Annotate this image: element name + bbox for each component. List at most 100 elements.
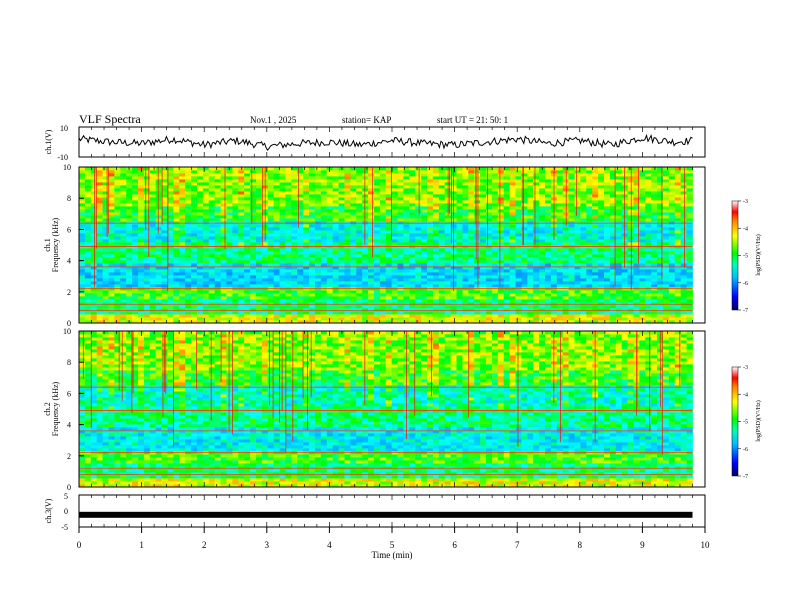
spectrogram-cell bbox=[344, 293, 351, 297]
spectrogram-cell bbox=[291, 200, 298, 204]
spectrogram-cell bbox=[444, 302, 452, 306]
spectrogram-cell bbox=[214, 203, 221, 207]
spectrogram-cell bbox=[179, 188, 186, 192]
spectrogram-cell bbox=[680, 191, 687, 195]
spectrogram-cell bbox=[456, 236, 463, 240]
spectrogram-cell bbox=[462, 188, 469, 192]
spectrogram-cell bbox=[486, 209, 493, 213]
spectrogram-cell bbox=[173, 224, 180, 228]
spectrogram-cell bbox=[550, 260, 558, 264]
spectrogram-cell bbox=[397, 200, 404, 204]
spectrogram-cell bbox=[120, 302, 127, 306]
spectrogram-cell bbox=[232, 302, 239, 306]
spectrogram-cell bbox=[285, 317, 292, 321]
spectrogram-cell bbox=[196, 203, 204, 207]
spectrogram-cell bbox=[415, 203, 422, 207]
spectrogram-cell bbox=[368, 263, 375, 267]
spectrogram-cell bbox=[373, 218, 381, 222]
spectrogram-cell bbox=[202, 254, 210, 258]
spectrogram-cell bbox=[468, 266, 475, 270]
spectrogram-cell bbox=[155, 218, 162, 222]
spectrogram-cell bbox=[527, 191, 534, 195]
spectrogram-cell bbox=[651, 179, 658, 183]
spectrogram-cell bbox=[474, 215, 481, 219]
spectrogram-cell bbox=[562, 314, 570, 318]
spectrogram-cell bbox=[385, 284, 393, 288]
spectrogram-cell bbox=[527, 233, 534, 237]
spectrogram-cell bbox=[232, 194, 239, 198]
spectrogram-cell bbox=[303, 257, 310, 261]
spectrogram-cell bbox=[533, 206, 540, 210]
spectrogram-cell bbox=[379, 179, 387, 183]
spectrogram-cell bbox=[562, 311, 570, 315]
spectrogram-cell bbox=[202, 290, 210, 294]
spectrogram-cell bbox=[415, 314, 422, 318]
spectrogram-cell bbox=[509, 188, 516, 192]
spectrogram-cell bbox=[480, 239, 487, 243]
spectrogram-cell bbox=[173, 275, 180, 279]
spectrogram-cell bbox=[651, 227, 658, 231]
spectrogram-cell bbox=[668, 260, 676, 264]
spectrogram-cell bbox=[202, 191, 210, 195]
spectrogram-cell bbox=[344, 311, 351, 315]
spectrogram-cell bbox=[368, 179, 375, 183]
spectrogram-cell bbox=[468, 293, 475, 297]
spectrogram-cell bbox=[515, 296, 522, 300]
spectrogram-cell bbox=[409, 314, 416, 318]
spectrogram-cell bbox=[167, 284, 174, 288]
spectrogram-cell bbox=[255, 296, 263, 300]
spectrogram-cell bbox=[303, 263, 310, 267]
spectrogram-cell bbox=[509, 266, 516, 270]
spectrogram-cell bbox=[356, 281, 363, 285]
spectrogram-cell bbox=[491, 221, 499, 225]
spectrogram-cell bbox=[108, 278, 115, 282]
spectrogram-cell bbox=[627, 242, 634, 246]
spectrogram-cell bbox=[132, 239, 139, 243]
spectrogram-cell bbox=[645, 290, 652, 294]
spectrogram-cell bbox=[84, 314, 92, 318]
spectrogram-cell bbox=[84, 179, 92, 183]
spectrogram-cell bbox=[84, 224, 92, 228]
spectrogram-cell bbox=[415, 290, 422, 294]
spectrogram-cell bbox=[291, 320, 298, 324]
spectrogram-cell bbox=[527, 275, 534, 279]
spectrogram-cell bbox=[185, 191, 192, 195]
spectrogram-cell bbox=[668, 257, 676, 261]
spectrogram-cell bbox=[621, 308, 628, 312]
spectrogram-cell bbox=[149, 305, 157, 309]
spectrogram-cell bbox=[385, 317, 393, 321]
spectrogram-cell bbox=[592, 320, 599, 324]
spectrogram-cell bbox=[645, 293, 652, 297]
spectrogram-cell bbox=[338, 257, 345, 261]
spectrogram-cell bbox=[173, 254, 180, 258]
spectrogram-cell bbox=[668, 206, 676, 210]
spectrogram-cell bbox=[432, 224, 440, 228]
spectrogram-cell bbox=[84, 215, 92, 219]
spectrogram-cell bbox=[574, 269, 581, 273]
spectrogram-cell bbox=[250, 221, 257, 225]
spectrogram-cell bbox=[521, 254, 528, 258]
spectrogram-cell bbox=[462, 248, 469, 252]
spectrogram-cell bbox=[515, 260, 522, 264]
spectrogram-cell bbox=[627, 236, 634, 240]
spectrogram-cell bbox=[250, 227, 257, 231]
spectrogram-cell bbox=[462, 284, 469, 288]
spectrogram-cell bbox=[497, 272, 505, 276]
spectrogram-cell bbox=[686, 305, 693, 309]
spectrogram-cell bbox=[604, 248, 611, 252]
spectrogram-cell bbox=[403, 311, 410, 315]
spectrogram-cell bbox=[580, 305, 587, 309]
spectrogram-cell bbox=[238, 275, 245, 279]
spectrogram-cell bbox=[167, 314, 174, 318]
spectrogram-cell bbox=[674, 197, 682, 201]
spectrogram-cell bbox=[556, 311, 564, 315]
spectrogram-cell bbox=[668, 263, 676, 267]
spectrogram-cell bbox=[267, 266, 275, 270]
spectrogram-cell bbox=[137, 317, 145, 321]
spectrogram-cell bbox=[421, 263, 428, 267]
spectrogram-cell bbox=[539, 200, 546, 204]
spectrogram-cell bbox=[662, 302, 670, 306]
spectrogram-cell bbox=[627, 290, 634, 294]
spectrogram-cell bbox=[303, 317, 310, 321]
spectrogram-cell bbox=[303, 203, 310, 207]
